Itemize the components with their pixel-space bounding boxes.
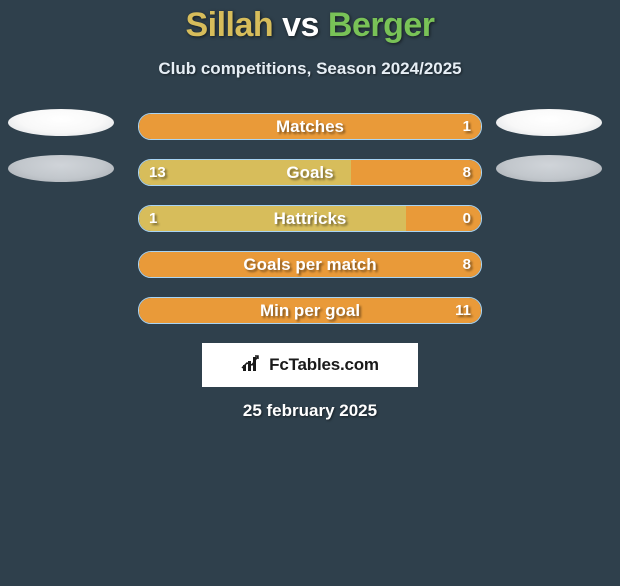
date-label: 25 february 2025 (0, 401, 620, 421)
stat-fill-left (139, 160, 351, 185)
bar-chart-icon (241, 353, 263, 378)
stat-fill-right (139, 298, 481, 323)
player-left-avatar (8, 155, 114, 182)
stat-value-left: 1 (149, 206, 157, 231)
stat-row: 138Goals (0, 159, 620, 186)
title-vs: vs (282, 6, 319, 44)
stat-row: 1Matches (0, 113, 620, 140)
title-right: Berger (328, 6, 435, 44)
stat-value-right: 11 (455, 298, 471, 323)
stat-track: 1Matches (138, 113, 482, 140)
stat-value-right: 8 (463, 252, 471, 277)
stat-track: 138Goals (138, 159, 482, 186)
stat-fill-right (351, 160, 481, 185)
stat-value-left: 13 (149, 160, 166, 185)
stat-value-right: 8 (463, 160, 471, 185)
stat-row: 11Min per goal (0, 297, 620, 324)
subtitle: Club competitions, Season 2024/2025 (0, 59, 620, 79)
player-right-avatar (496, 155, 602, 182)
stat-value-right: 1 (463, 114, 471, 139)
brand-text: FcTables.com (269, 355, 379, 375)
page-title: Sillah vs Berger (0, 6, 620, 45)
stat-value-right: 0 (463, 206, 471, 231)
player-left-avatar (8, 109, 114, 136)
stat-fill-right (139, 252, 481, 277)
comparison-chart: 1Matches138Goals10Hattricks8Goals per ma… (0, 113, 620, 324)
stat-track: 8Goals per match (138, 251, 482, 278)
player-right-avatar (496, 109, 602, 136)
stat-track: 11Min per goal (138, 297, 482, 324)
brand-badge: FcTables.com (202, 343, 418, 387)
stat-row: 10Hattricks (0, 205, 620, 232)
stat-row: 8Goals per match (0, 251, 620, 278)
title-left: Sillah (185, 6, 273, 44)
stat-track: 10Hattricks (138, 205, 482, 232)
stat-fill-right (139, 114, 481, 139)
stat-fill-left (139, 206, 406, 231)
